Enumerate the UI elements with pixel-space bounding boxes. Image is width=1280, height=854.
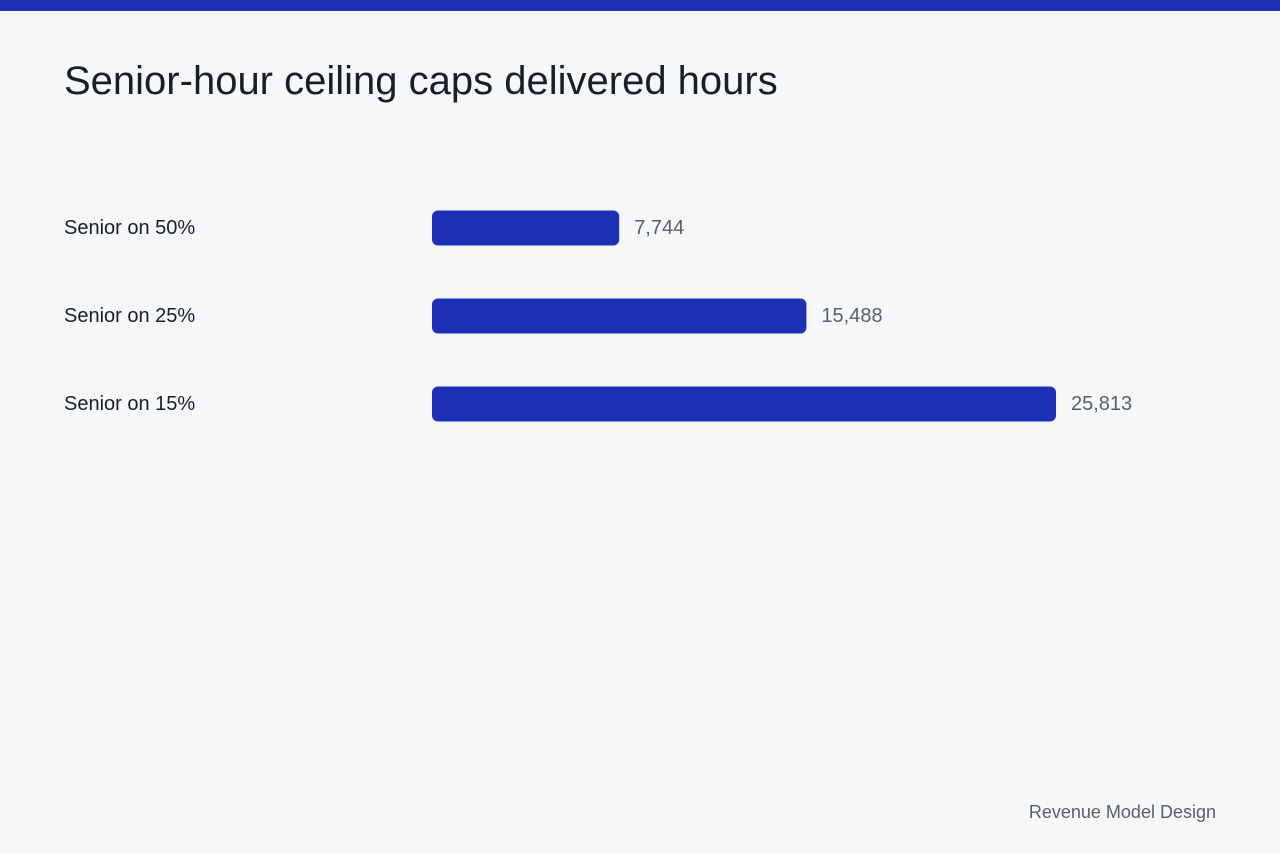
value-label: 25,813 xyxy=(1071,393,1132,415)
accent-top-bar xyxy=(0,0,1280,11)
category-label: Senior on 15% xyxy=(64,393,195,415)
bar xyxy=(432,298,807,334)
chart-title: Senior-hour ceiling caps delivered hours xyxy=(64,59,778,103)
category-label: Senior on 50% xyxy=(64,217,195,239)
bar xyxy=(432,386,1056,422)
source-footer: Revenue Model Design xyxy=(1028,802,1216,822)
value-label: 15,488 xyxy=(821,305,882,327)
value-label: 7,744 xyxy=(634,217,684,239)
bar xyxy=(432,210,620,246)
category-label: Senior on 25% xyxy=(64,305,195,327)
